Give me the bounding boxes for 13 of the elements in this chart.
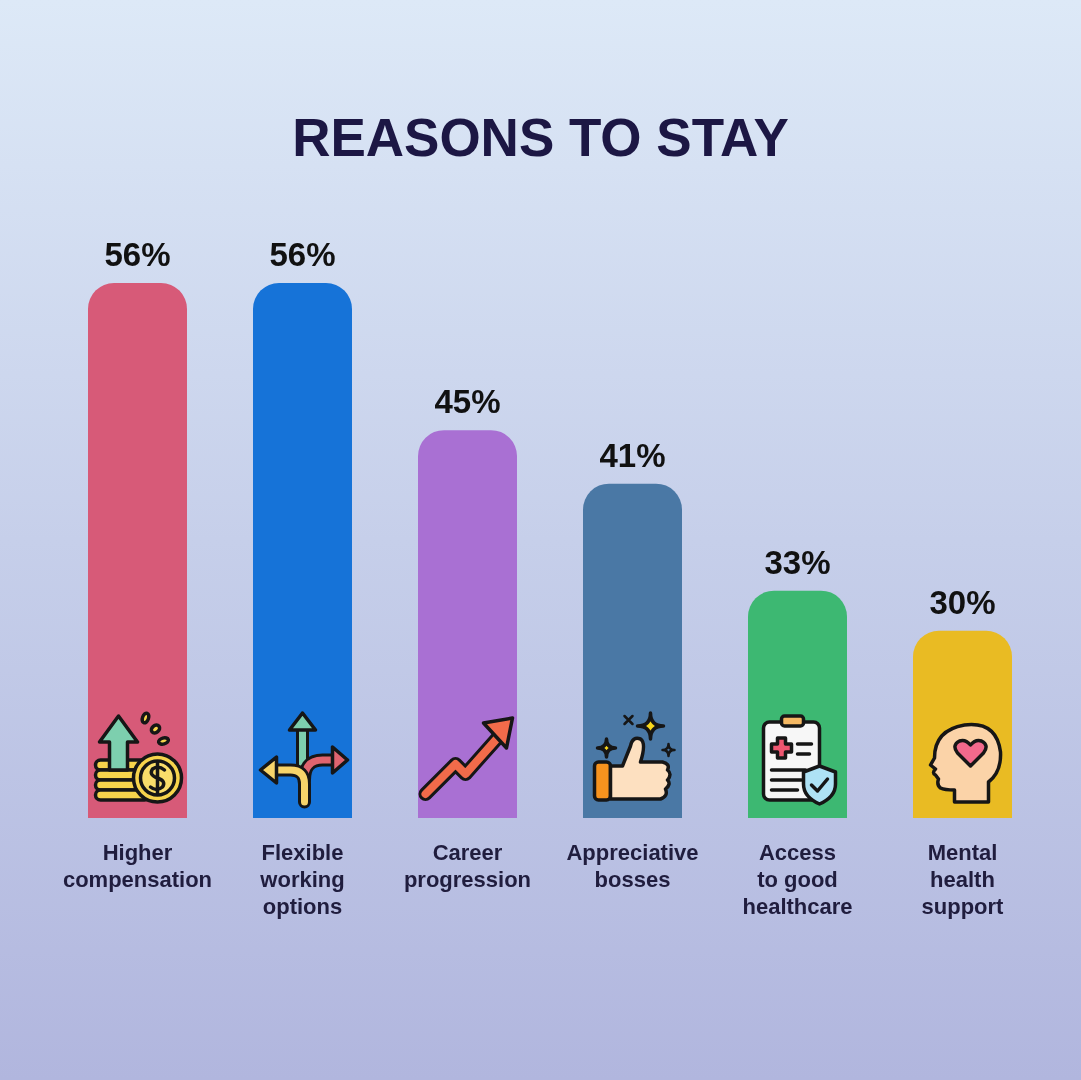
x-tick-label: Higher compensation (62, 840, 213, 892)
x-tick-label: Flexible working options (259, 840, 345, 919)
x-tick-label: Mental health support (921, 840, 1005, 919)
data-label: 45% (434, 383, 501, 421)
x-tick-label: Career progression (403, 840, 532, 892)
x-tick-label: Access to good healthcare (742, 840, 853, 919)
data-label: 30% (929, 583, 996, 621)
data-label: 56% (104, 236, 171, 273)
data-label: 56% (269, 236, 336, 273)
data-label: 33% (764, 543, 831, 581)
chart-title: REASONS TO STAY (291, 108, 790, 167)
x-tick-label: Appreciative bosses (566, 840, 699, 892)
data-label: 41% (599, 436, 666, 474)
